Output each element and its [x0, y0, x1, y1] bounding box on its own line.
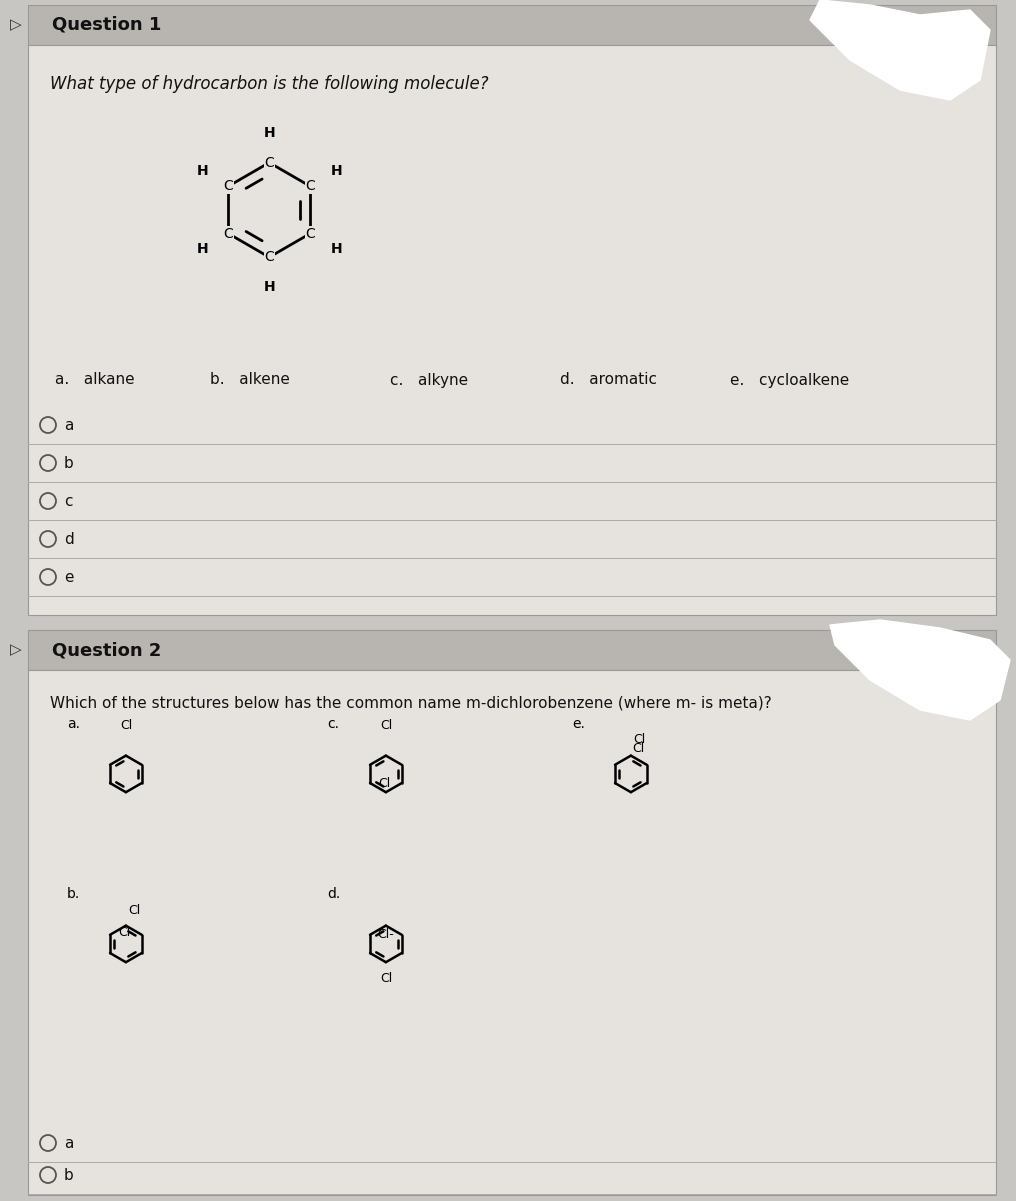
Polygon shape	[810, 0, 990, 100]
Text: H: H	[330, 165, 342, 178]
Text: Cl: Cl	[633, 733, 645, 746]
Text: What type of hydrocarbon is the following molecule?: What type of hydrocarbon is the followin…	[50, 74, 489, 92]
Text: e.: e.	[572, 717, 585, 731]
Text: C: C	[224, 179, 233, 193]
Text: d.: d.	[327, 888, 340, 901]
Text: Cl: Cl	[118, 926, 130, 939]
FancyBboxPatch shape	[28, 631, 996, 670]
Text: Which of the structures below has the common name m-dichlorobenzene (where m- is: Which of the structures below has the co…	[50, 695, 772, 710]
Text: Cl: Cl	[380, 972, 392, 985]
Text: e: e	[64, 569, 73, 585]
FancyBboxPatch shape	[28, 44, 996, 615]
Text: H: H	[263, 280, 275, 294]
Text: c: c	[64, 494, 72, 508]
Text: a.: a.	[67, 717, 80, 731]
Text: b.: b.	[67, 888, 80, 901]
Text: Cl: Cl	[128, 904, 140, 916]
Text: b: b	[64, 455, 74, 471]
Text: Cl-: Cl-	[377, 928, 394, 942]
Text: ▷: ▷	[10, 18, 22, 32]
Text: a: a	[64, 1135, 73, 1151]
Text: H: H	[330, 241, 342, 256]
Text: C: C	[306, 179, 315, 193]
Text: C: C	[224, 227, 233, 240]
Text: Cl: Cl	[120, 718, 132, 731]
Text: Cl: Cl	[378, 777, 390, 789]
Polygon shape	[830, 620, 1010, 721]
Text: C: C	[264, 156, 274, 169]
Text: b.   alkene: b. alkene	[210, 372, 290, 388]
Text: a: a	[64, 418, 73, 432]
Text: H: H	[196, 241, 208, 256]
Text: a.   alkane: a. alkane	[55, 372, 135, 388]
Text: c.: c.	[327, 717, 339, 731]
Text: C: C	[306, 227, 315, 240]
Text: ▷: ▷	[10, 643, 22, 657]
Text: c.   alkyne: c. alkyne	[390, 372, 468, 388]
FancyBboxPatch shape	[28, 670, 996, 1195]
Text: H: H	[263, 126, 275, 139]
Text: b: b	[64, 1167, 74, 1183]
Text: C: C	[264, 250, 274, 264]
Text: Question 2: Question 2	[52, 641, 162, 659]
Text: Cl: Cl	[632, 742, 644, 755]
Text: d.   aromatic: d. aromatic	[560, 372, 657, 388]
Text: H: H	[196, 165, 208, 178]
Text: e.   cycloalkene: e. cycloalkene	[731, 372, 849, 388]
Text: Question 1: Question 1	[52, 16, 162, 34]
Text: Cl: Cl	[380, 718, 392, 731]
Text: d: d	[64, 532, 74, 546]
FancyBboxPatch shape	[28, 5, 996, 44]
